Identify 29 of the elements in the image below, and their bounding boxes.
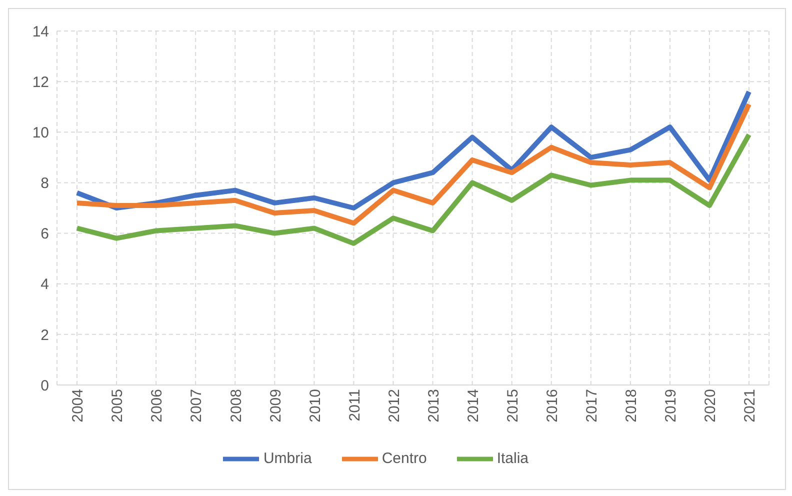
x-tick-label: 2013 — [425, 389, 442, 422]
x-tick-label: 2017 — [584, 389, 601, 422]
x-tick-label: 2008 — [228, 389, 245, 422]
legend-label: Italia — [496, 450, 529, 467]
x-tick-label: 2011 — [346, 389, 364, 422]
x-tick-label: 2018 — [623, 389, 640, 422]
x-tick-label: 2016 — [544, 389, 562, 422]
x-tick-label: 2021 — [742, 389, 759, 422]
x-tick-label: 2004 — [70, 389, 87, 422]
x-tick-label: 2012 — [386, 389, 403, 422]
x-tick-label: 2020 — [702, 389, 720, 422]
legend-label: Umbria — [263, 450, 312, 467]
y-tick-label: 6 — [40, 226, 49, 243]
x-tick-label: 2019 — [662, 389, 680, 422]
x-tick-label: 2007 — [188, 389, 206, 422]
x-tick-label: 2015 — [504, 389, 522, 422]
y-tick-label: 12 — [32, 74, 49, 91]
x-tick-label: 2005 — [109, 389, 126, 422]
x-tick-label: 2009 — [267, 389, 284, 422]
y-tick-label: 4 — [40, 276, 49, 294]
x-tick-label: 2006 — [148, 389, 166, 422]
y-tick-label: 14 — [32, 23, 49, 40]
y-tick-label: 10 — [32, 124, 49, 142]
x-tick-label: 2010 — [306, 389, 324, 422]
x-tick-label: 2014 — [464, 389, 482, 422]
legend-label: Centro — [382, 450, 427, 467]
y-tick-label: 0 — [40, 377, 49, 394]
y-tick-label: 8 — [40, 175, 49, 192]
y-tick-label: 2 — [40, 326, 49, 344]
